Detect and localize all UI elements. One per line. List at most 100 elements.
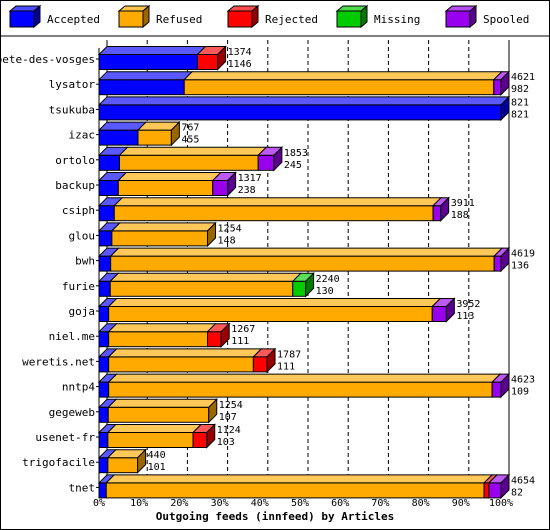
bar-side-face <box>220 322 230 348</box>
bar-side-face <box>227 171 237 197</box>
category-label: weretis.net <box>22 355 95 368</box>
x-tick-label: 50% <box>291 498 309 509</box>
bar-spooled <box>488 482 502 499</box>
bar-refused-top <box>109 247 504 257</box>
bar-side-face <box>208 398 218 424</box>
bar-side-face <box>500 473 510 500</box>
value-label-accepted: 188 <box>451 210 469 221</box>
category-label: niel.me <box>49 330 95 343</box>
value-label-accepted: 130 <box>316 286 334 297</box>
legend-item-spooled: Spooled <box>444 4 529 29</box>
category-label: glou <box>69 229 96 242</box>
bar-refused-top <box>117 172 222 181</box>
bar-accepted <box>98 280 111 297</box>
value-label-accepted: 111 <box>231 336 249 347</box>
bar-refused <box>105 482 485 499</box>
bar-side-face <box>500 372 510 399</box>
bar-refused <box>107 457 139 474</box>
bar-accepted <box>98 205 115 222</box>
category-label: backup <box>55 179 95 192</box>
value-label-offered: 1254 <box>218 223 242 234</box>
bar-side-face <box>266 347 276 374</box>
value-label-offered: 3911 <box>451 198 475 209</box>
legend-item-missing: Missing <box>335 4 420 29</box>
legend-label-missing: Missing <box>374 13 420 26</box>
bar-side-face <box>445 297 455 323</box>
x-tick-label: 70% <box>371 498 389 509</box>
value-label-accepted: 113 <box>456 311 474 322</box>
category-label: csiph <box>62 204 95 217</box>
bar-accepted <box>98 457 109 474</box>
bar-accepted <box>98 54 198 70</box>
bar-accepted <box>98 129 139 146</box>
bar-refused-top <box>105 474 494 484</box>
category-label: lysator <box>49 78 96 91</box>
bar-refused <box>107 406 210 423</box>
bar-accepted <box>98 230 113 247</box>
bar-accepted <box>98 406 109 423</box>
bar-accepted <box>98 482 107 499</box>
value-label-offered: 1853 <box>284 148 308 159</box>
bar-accepted <box>98 104 502 121</box>
bar-side-face <box>217 45 227 71</box>
value-label-accepted: 245 <box>284 160 302 171</box>
value-label-accepted: 455 <box>181 135 199 146</box>
legend-swatch-side <box>469 4 477 29</box>
bar-refused <box>117 180 214 196</box>
bar-refused <box>108 381 493 398</box>
value-label-accepted: 109 <box>511 387 529 398</box>
bar-refused <box>109 280 294 297</box>
legend-label-spooled: Spooled <box>483 13 529 26</box>
value-label-offered: 1267 <box>231 324 255 335</box>
bar-spooled <box>493 255 502 272</box>
bar-accepted <box>98 180 119 196</box>
bar-side-face <box>305 272 315 298</box>
bar-refused <box>137 129 172 146</box>
value-label-accepted: 101 <box>148 462 166 473</box>
bar-accepted <box>98 331 110 348</box>
bar-refused <box>108 356 254 373</box>
x-tick-label: 60% <box>331 498 349 509</box>
bar-spooled <box>493 79 502 96</box>
bar-refused <box>107 432 194 448</box>
value-label-offered: 1374 <box>228 47 252 58</box>
bar-refused-top <box>183 71 503 81</box>
bar-refused <box>111 230 209 247</box>
value-label-accepted: 107 <box>219 412 237 423</box>
value-label-accepted: 1146 <box>228 59 252 70</box>
bar-side-face <box>273 146 283 172</box>
bar-refused-top <box>107 373 502 383</box>
legend-swatch-refused <box>118 10 144 28</box>
bar-accepted <box>98 381 110 398</box>
x-tick-label: 20% <box>170 498 188 509</box>
category-label: usenet-fr <box>35 431 95 444</box>
legend-swatch-missing <box>336 10 362 28</box>
bar-refused <box>113 205 434 222</box>
category-label: bete-des-vosges <box>0 53 95 66</box>
legend-swatch-spooled <box>445 10 471 28</box>
legend-swatch-side <box>142 4 150 29</box>
value-label-offered: 440 <box>148 450 166 461</box>
x-axis-title: Outgoing feeds (innfeed) by Articles <box>156 510 394 523</box>
bar-side-face <box>500 246 510 273</box>
bar-rejected <box>196 54 219 70</box>
value-label-accepted: 82 <box>511 487 523 498</box>
bar-accepted-top <box>97 96 511 106</box>
value-label-offered: 4619 <box>511 249 535 260</box>
category-label: furie <box>62 280 95 293</box>
legend-item-accepted: Accepted <box>8 4 100 29</box>
value-label-offered: 4621 <box>511 72 535 83</box>
value-label-offered: 4654 <box>511 475 535 486</box>
bar-spooled <box>257 154 275 171</box>
bar-refused <box>108 306 433 322</box>
value-label-accepted: 111 <box>277 361 295 372</box>
